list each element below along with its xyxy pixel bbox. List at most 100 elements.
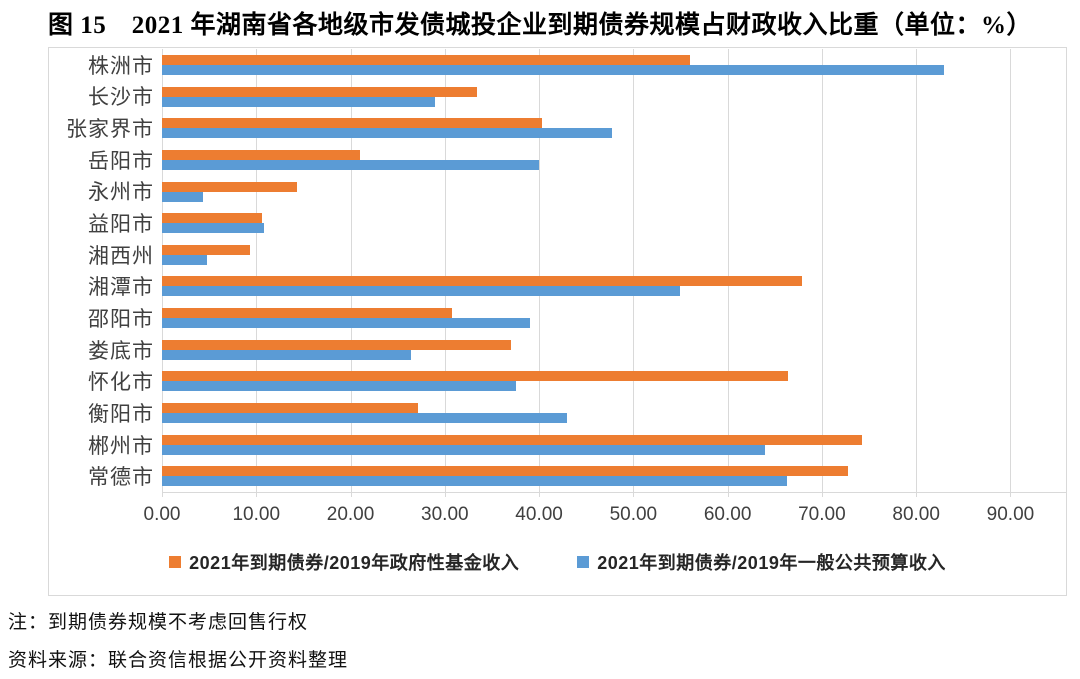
chart-title: 图 15 2021 年湖南省各地级市发债城投企业到期债券规模占财政收入比重（单位…	[47, 12, 1032, 39]
legend-item: 2021年到期债券/2019年政府性基金收入	[169, 549, 519, 575]
category-row	[162, 460, 1067, 492]
gridline	[633, 49, 635, 492]
legend-label: 2021年到期债券/2019年政府性基金收入	[189, 553, 520, 573]
bar-series-0	[162, 403, 419, 414]
category-label: 郴州市	[88, 434, 154, 458]
x-axis-tick-label: 90.00	[986, 504, 1035, 525]
category-label: 娄底市	[88, 339, 154, 363]
bar-series-0	[162, 55, 690, 65]
gridline	[727, 49, 729, 492]
axis-tick-mark	[1010, 492, 1012, 497]
bar-series-0	[162, 276, 803, 287]
axis-tick-mark	[162, 492, 163, 497]
x-axis-tick-label: 0.00	[143, 504, 181, 525]
category-label: 衡阳市	[88, 402, 154, 426]
footnote: 注：到期债券规模不考虑回售行权	[8, 612, 309, 633]
source-note: 资料来源：联合资信根据公开资料整理	[8, 650, 349, 671]
x-axis-tick-label: 20.00	[326, 504, 375, 525]
x-axis-tick-label: 70.00	[798, 504, 846, 525]
bar-series-1	[162, 65, 945, 75]
gridline	[350, 49, 352, 492]
category-row	[162, 49, 1067, 81]
category-row	[162, 207, 1067, 239]
bar-series-1	[162, 444, 766, 455]
axis-tick-mark	[727, 492, 729, 497]
x-axis-tick-label: 50.00	[609, 504, 658, 525]
category-label: 常德市	[88, 466, 154, 490]
bar-series-0	[162, 434, 863, 445]
chart-figure: 株洲市长沙市张家界市岳阳市永州市益阳市湘西州湘潭市邵阳市娄底市怀化市衡阳市郴州市…	[48, 47, 1067, 596]
gridline	[444, 49, 446, 492]
category-row	[162, 239, 1067, 271]
legend-swatch-series-1	[577, 556, 590, 568]
axis-tick-mark	[633, 492, 635, 497]
bar-series-1	[162, 349, 411, 360]
bar-series-0	[162, 149, 360, 160]
gridline	[1010, 49, 1012, 492]
gridline	[539, 49, 541, 492]
bar-series-1	[162, 286, 681, 297]
category-row	[162, 429, 1067, 461]
x-axis: 0.00 10.00 20.00 30.00 40.00 50.00 60.00 70.00 8…	[144, 504, 1067, 528]
category-row	[162, 302, 1067, 334]
category-label: 益阳市	[88, 213, 154, 237]
bar-series-1	[162, 413, 568, 424]
axis-tick-mark	[256, 492, 258, 497]
category-row	[162, 144, 1067, 176]
gridline	[256, 49, 258, 492]
category-label: 怀化市	[88, 371, 154, 395]
x-axis-tick-label: 30.00	[421, 504, 469, 525]
axis-tick-mark	[539, 492, 541, 497]
gridline	[821, 49, 823, 492]
bar-series-0	[162, 308, 453, 319]
legend-item: 2021年到期债券/2019年一般公共预算收入	[577, 549, 946, 575]
bar-rows	[162, 49, 1067, 492]
x-axis-tick-label: 80.00	[892, 504, 940, 525]
bar-series-0	[162, 213, 262, 224]
gridline	[916, 49, 918, 492]
bar-series-0	[162, 118, 542, 129]
category-label: 张家界市	[66, 118, 154, 142]
legend-label: 2021年到期债券/2019年一般公共预算收入	[597, 553, 946, 573]
axis-tick-mark	[444, 492, 446, 497]
category-label: 株洲市	[88, 54, 154, 78]
bar-series-1	[162, 128, 612, 139]
bar-series-1	[162, 96, 436, 107]
bar-series-1	[162, 381, 517, 392]
bar-series-0	[162, 86, 477, 97]
bar-series-0	[162, 339, 511, 350]
category-label: 永州市	[88, 181, 154, 205]
bar-series-1	[162, 476, 788, 487]
bar-series-0	[162, 371, 788, 382]
category-label: 邵阳市	[88, 307, 154, 331]
bar-series-1	[162, 223, 264, 234]
category-row	[162, 81, 1067, 113]
bar-series-0	[162, 244, 250, 255]
category-label: 湘西州	[88, 244, 154, 268]
category-label: 岳阳市	[88, 149, 154, 173]
x-axis-tick-label: 10.00	[232, 504, 281, 525]
category-row	[162, 112, 1067, 144]
bar-series-1	[162, 318, 530, 329]
legend: 2021年到期债券/2019年政府性基金收入 2021年到期债券/2019年一般公…	[49, 549, 1066, 575]
axis-tick-mark	[916, 492, 918, 497]
bar-series-0	[162, 181, 297, 192]
x-axis-tick-label: 40.00	[515, 504, 563, 525]
category-labels: 株洲市长沙市张家界市岳阳市永州市益阳市湘西州湘潭市邵阳市娄底市怀化市衡阳市郴州市…	[49, 49, 154, 492]
axis-tick-mark	[821, 492, 823, 497]
bar-series-0	[162, 466, 849, 477]
gridline	[162, 49, 163, 492]
category-row	[162, 365, 1067, 397]
category-label: 湘潭市	[88, 276, 154, 300]
bar-series-1	[162, 254, 208, 265]
category-row	[162, 397, 1067, 429]
bar-series-1	[162, 159, 540, 170]
category-row	[162, 334, 1067, 366]
bar-series-1	[162, 191, 203, 202]
legend-swatch-series-0	[169, 556, 182, 568]
axis-tick-mark	[350, 492, 352, 497]
x-axis-tick-label: 60.00	[703, 504, 752, 525]
category-label: 长沙市	[88, 86, 154, 110]
category-row	[162, 270, 1067, 302]
category-row	[162, 176, 1067, 208]
